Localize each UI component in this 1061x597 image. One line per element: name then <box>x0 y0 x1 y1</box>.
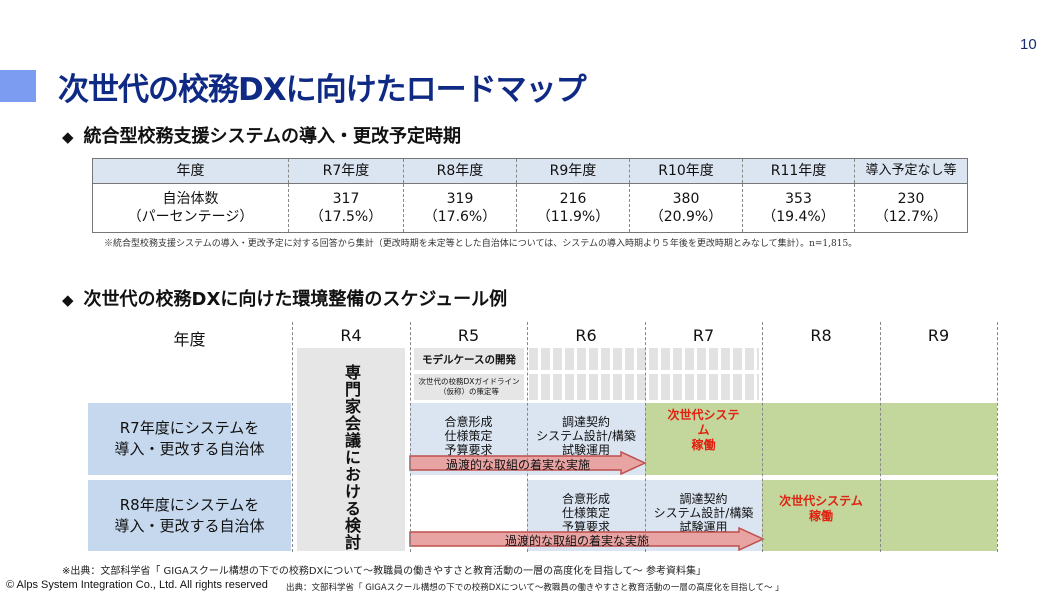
table-header-row: 年度 R7年度 R8年度 R9年度 R10年度 R11年度 導入予定なし等 <box>93 159 967 184</box>
step-text: システム設計/構築 <box>536 429 636 443</box>
table-header-cell: R7年度 <box>288 159 403 183</box>
section1-heading: ◆ 統合型校務支援システムの導入・更改予定時期 <box>62 122 461 148</box>
diamond-bullet-icon: ◆ <box>62 291 74 309</box>
year-header-r4: R4 <box>340 326 362 345</box>
column-divider <box>997 322 998 552</box>
row-label-line1: R8年度にシステムを <box>119 495 260 514</box>
diamond-bullet-icon: ◆ <box>62 128 74 146</box>
expert-meeting-text: 専門家会議における検討 <box>342 364 361 551</box>
transition-arrow-r7: 過渡的な取組の着実な実施 <box>409 451 647 475</box>
table-row-label: 自治体数 （パーセンテージ） <box>93 184 288 232</box>
count-value: 230 <box>897 191 925 207</box>
model-case-box: モデルケースの開発 <box>414 348 524 370</box>
percent-value: （12.7%） <box>874 209 948 225</box>
table-header-cell: R9年度 <box>516 159 629 183</box>
column-divider <box>527 322 528 552</box>
operate-line1: 次世代システム <box>779 493 863 508</box>
arrow-label: 過渡的な取組の着実な実施 <box>445 458 590 472</box>
step-text: 調達契約 <box>561 415 610 429</box>
transition-arrow-r8: 過渡的な取組の着実な実施 <box>409 527 765 551</box>
year-header-r5: R5 <box>457 326 480 345</box>
operation-block-r7: 次世代システム 稼働 <box>645 403 997 475</box>
count-value: 353 <box>785 191 812 207</box>
expert-meeting-box: 専門家会議における検討 <box>297 348 405 551</box>
table-cell: 353 （19.4%） <box>742 184 854 232</box>
percent-value: （11.9%） <box>536 209 610 225</box>
title-accent-bar <box>0 70 36 102</box>
count-value: 380 <box>672 191 700 207</box>
row-label-r7: R7年度にシステムを 導入・更改する自治体 <box>88 403 291 475</box>
column-divider <box>880 322 881 552</box>
step-text: 仕様策定 <box>561 506 610 520</box>
table-cell: 380 （20.9%） <box>629 184 742 232</box>
guideline-line2: （仮称）の策定等 <box>439 387 499 396</box>
operate-line2: 稼働 <box>808 508 833 523</box>
year-header-r9: R9 <box>927 326 950 345</box>
table-header-cell: R10年度 <box>629 159 742 183</box>
step-text: 試験運用 <box>561 443 610 457</box>
step-text: 調達契約 <box>679 492 728 506</box>
operation-block-r8: 次世代システム 稼働 <box>762 480 997 551</box>
table-cell: 216 （11.9%） <box>516 184 629 232</box>
count-value: 317 <box>332 191 360 207</box>
row-label-line2: 導入・更改する自治体 <box>114 516 265 535</box>
section2-heading: ◆ 次世代の校務DXに向けた環境整備のスケジュール例 <box>62 285 507 311</box>
percent-value: （19.4%） <box>762 209 835 225</box>
source-note: ※出典：文部科学省「 GIGAスクール構想の下での校務DXについて～教職員の働き… <box>62 566 706 577</box>
row-label-line1: 自治体数 <box>162 191 219 207</box>
install-schedule-table: 年度 R7年度 R8年度 R9年度 R10年度 R11年度 導入予定なし等 自治… <box>92 158 968 233</box>
step-text: 仕様策定 <box>444 429 493 443</box>
step-text: 合意形成 <box>561 492 610 506</box>
table-cell: 230 （12.7%） <box>854 184 967 232</box>
source-note-2: 出典：文部科学省「 GIGAスクール構想の下での校務DXについて～教職員の働きや… <box>286 583 784 593</box>
model-case-continuation <box>529 348 759 370</box>
percent-value: （17.5%） <box>309 209 383 225</box>
step-text: 予算要求 <box>561 520 610 534</box>
table-cell: 317 （17.5%） <box>288 184 403 232</box>
count-value: 216 <box>559 191 587 207</box>
table-row: 自治体数 （パーセンテージ） 317 （17.5%） 319 （17.6%） 2… <box>93 184 967 232</box>
table-cell: 319 （17.6%） <box>403 184 516 232</box>
table-footnote: ※統合型校務支援システムの導入・更改予定に対する回答から集計（更改時期を未定等と… <box>104 239 858 249</box>
page-number: 10 <box>1020 36 1037 53</box>
table-header-cell: R8年度 <box>403 159 516 183</box>
row-label-line2: （パーセンテージ） <box>127 209 254 225</box>
row-label-line1: R7年度にシステムを <box>119 419 260 437</box>
step-text: 合意形成 <box>444 415 493 429</box>
copyright: © Alps System Integration Co., Ltd. All … <box>6 579 268 591</box>
column-divider <box>410 322 411 552</box>
column-divider <box>292 322 293 552</box>
operate-line1: 次世代システム <box>667 407 740 437</box>
table-header-cell: 年度 <box>176 163 205 179</box>
row-label-r8: R8年度にシステムを 導入・更改する自治体 <box>88 480 291 551</box>
arrow-label: 過渡的な取組の着実な実施 <box>504 534 649 548</box>
table-header-cell: R11年度 <box>742 159 854 183</box>
guideline-continuation <box>529 374 759 400</box>
section2-heading-text: 次世代の校務DXに向けた環境整備のスケジュール例 <box>83 289 508 310</box>
year-header-r6: R6 <box>575 326 597 345</box>
count-value: 319 <box>446 191 474 207</box>
section1-heading-text: 統合型校務支援システムの導入・更改予定時期 <box>83 126 462 147</box>
page-title: 次世代の校務DXに向けたロードマップ <box>58 72 587 108</box>
row-label-line2: 導入・更改する自治体 <box>114 440 265 458</box>
table-header-cell: 導入予定なし等 <box>854 159 967 183</box>
schedule-header-year-label: 年度 <box>173 330 206 349</box>
arrow-shape <box>409 527 765 551</box>
year-header-r7: R7 <box>692 326 715 345</box>
step-text: 予算要求 <box>444 443 493 457</box>
operate-line2: 稼働 <box>691 437 716 452</box>
column-divider <box>762 322 763 552</box>
step-text: 試験運用 <box>679 520 728 534</box>
step-text: システム設計/構築 <box>653 506 754 520</box>
percent-value: （17.6%） <box>423 209 497 225</box>
year-header-r8: R8 <box>810 326 832 345</box>
column-divider <box>645 322 646 552</box>
percent-value: （20.9%） <box>649 209 723 225</box>
guideline-box: 次世代の校務DXガイドライン （仮称）の策定等 <box>414 374 524 400</box>
guideline-line1: 次世代の校務DXガイドライン <box>418 377 520 386</box>
